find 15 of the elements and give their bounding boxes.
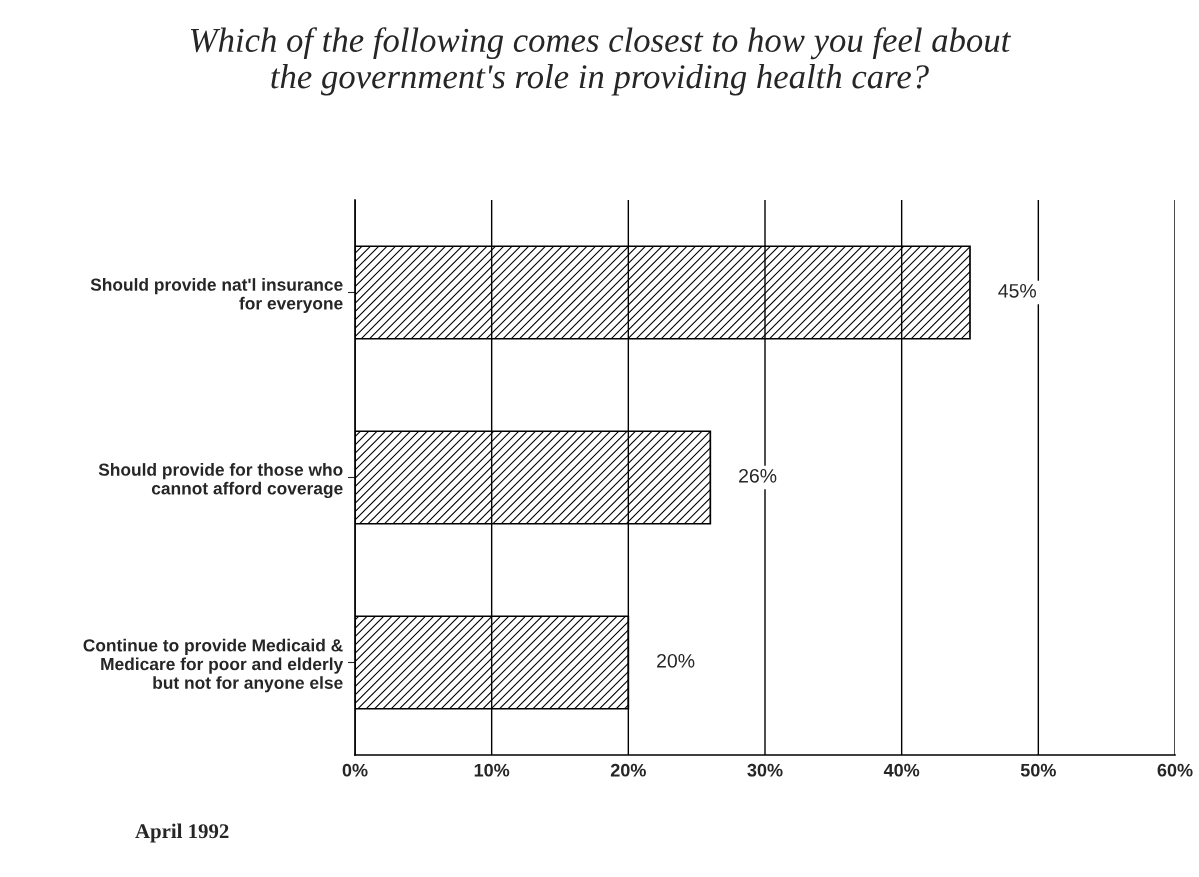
x-tick-label: 30%: [747, 763, 783, 777]
chart-title: Which of the following comes closest to how you feel about the government's role in providing health care?: [190, 27, 1011, 96]
data-label: 20%: [657, 653, 695, 668]
data-label: 45%: [998, 284, 1036, 298]
y-tick-label: Continue to provide Medicaid & Medicare for poor and elderly but not for anyone else: [83, 638, 344, 693]
x-tick-label: 10%: [474, 763, 510, 777]
x-tick-label: 40%: [883, 763, 920, 777]
x-tick-label: 20%: [610, 763, 646, 777]
y-tick-label: Should provide nat'l insurance for everyone: [90, 278, 343, 313]
x-tick-label: 0%: [342, 763, 368, 777]
y-tick-label: Should provide for those who cannot afford coverage: [98, 463, 343, 499]
x-tick-label: 60%: [1157, 763, 1193, 777]
text: April 1992: [135, 823, 229, 843]
data-label: 26%: [739, 468, 777, 483]
x-tick-label: 50%: [1020, 763, 1056, 777]
